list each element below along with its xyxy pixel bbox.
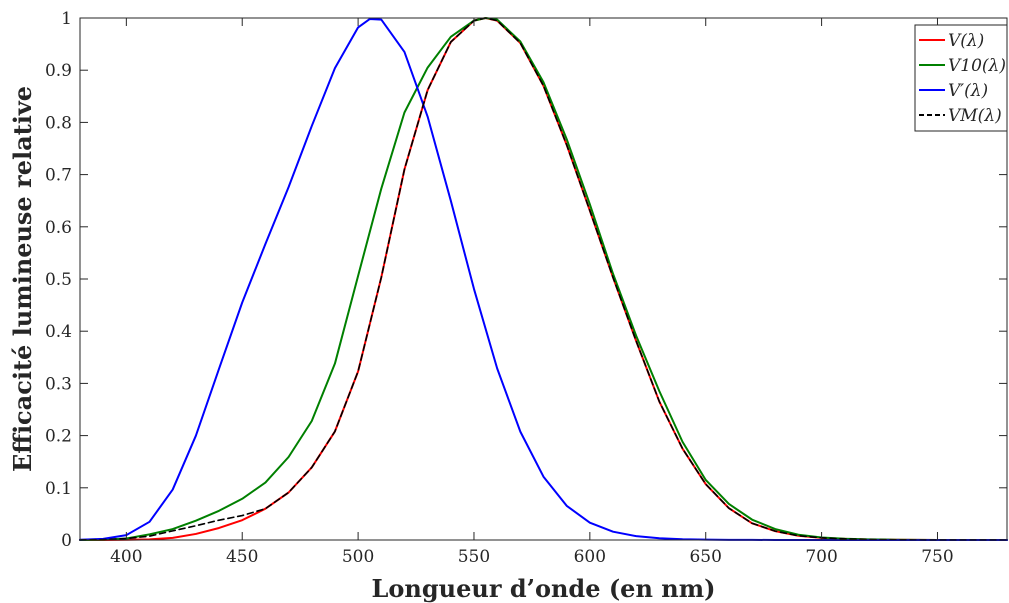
y-tick-label: 0 bbox=[61, 531, 72, 551]
x-tick-label: 600 bbox=[574, 547, 606, 567]
x-tick-label: 650 bbox=[689, 547, 721, 567]
x-tick-label: 400 bbox=[110, 547, 142, 567]
x-tick-label: 700 bbox=[805, 547, 837, 567]
series-layer bbox=[79, 17, 1008, 541]
y-axis-title: Efficacité lumineuse relative bbox=[8, 86, 37, 472]
series-line-4 bbox=[79, 17, 1008, 541]
series-line-1 bbox=[79, 17, 1008, 541]
legend-label-1: V(λ) bbox=[948, 31, 984, 51]
legend-box bbox=[914, 24, 1008, 132]
x-tick-label: 550 bbox=[458, 547, 490, 567]
x-tick-label: 450 bbox=[226, 547, 258, 567]
x-tick-label: 750 bbox=[921, 547, 953, 567]
y-tick-label: 1 bbox=[61, 9, 72, 29]
legend-label-2: V10(λ) bbox=[948, 56, 1006, 76]
plot-frame bbox=[79, 17, 1008, 541]
legend-label-3: V′(λ) bbox=[948, 81, 988, 101]
legend-label-4: VM(λ) bbox=[948, 106, 1002, 126]
x-tick-label: 500 bbox=[342, 547, 374, 567]
y-tick-label: 0.1 bbox=[45, 479, 72, 499]
legend: V(λ) V10(λ) V′(λ) VM(λ) bbox=[914, 24, 1008, 132]
y-tick-label: 0.7 bbox=[45, 166, 72, 186]
y-tick-label: 0.3 bbox=[45, 374, 72, 394]
y-tick-label: 0.8 bbox=[45, 113, 72, 133]
y-tick-label: 0.4 bbox=[45, 322, 72, 342]
y-tick-label: 0.6 bbox=[45, 218, 72, 238]
y-tick-label: 0.2 bbox=[45, 427, 72, 447]
x-axis-title: Longueur d’onde (en nm) bbox=[372, 574, 716, 603]
series-line-2 bbox=[79, 17, 1008, 541]
x-axis: 400 450 500 550 600 650 700 750 bbox=[110, 18, 954, 567]
y-tick-label: 0.9 bbox=[45, 61, 72, 81]
series-line-3 bbox=[79, 18, 1008, 541]
y-tick-label: 0.5 bbox=[45, 270, 72, 290]
y-axis: 0 0.1 0.2 0.3 0.4 0.5 0.6 0.7 0.8 0.9 1 bbox=[45, 9, 1007, 551]
